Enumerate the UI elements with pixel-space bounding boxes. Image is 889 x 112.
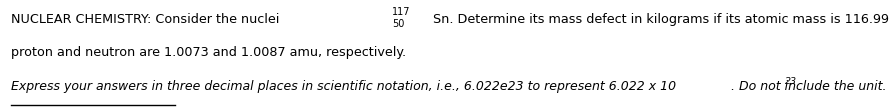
Text: NUCLEAR CHEMISTRY: Consider the nuclei: NUCLEAR CHEMISTRY: Consider the nuclei [11,13,283,25]
Text: 50: 50 [392,19,404,29]
Text: 117: 117 [392,7,410,17]
Text: proton and neutron are 1.0073 and 1.0087 amu, respectively.: proton and neutron are 1.0073 and 1.0087… [11,46,405,59]
Text: Sn. Determine its mass defect in kilograms if its atomic mass is 116.992 amu. Th: Sn. Determine its mass defect in kilogra… [433,13,889,25]
Text: Express your answers in three decimal places in scientific notation, i.e., 6.022: Express your answers in three decimal pl… [11,80,676,93]
Text: 23: 23 [784,76,797,85]
Text: . Do not include the unit.: . Do not include the unit. [731,80,886,93]
